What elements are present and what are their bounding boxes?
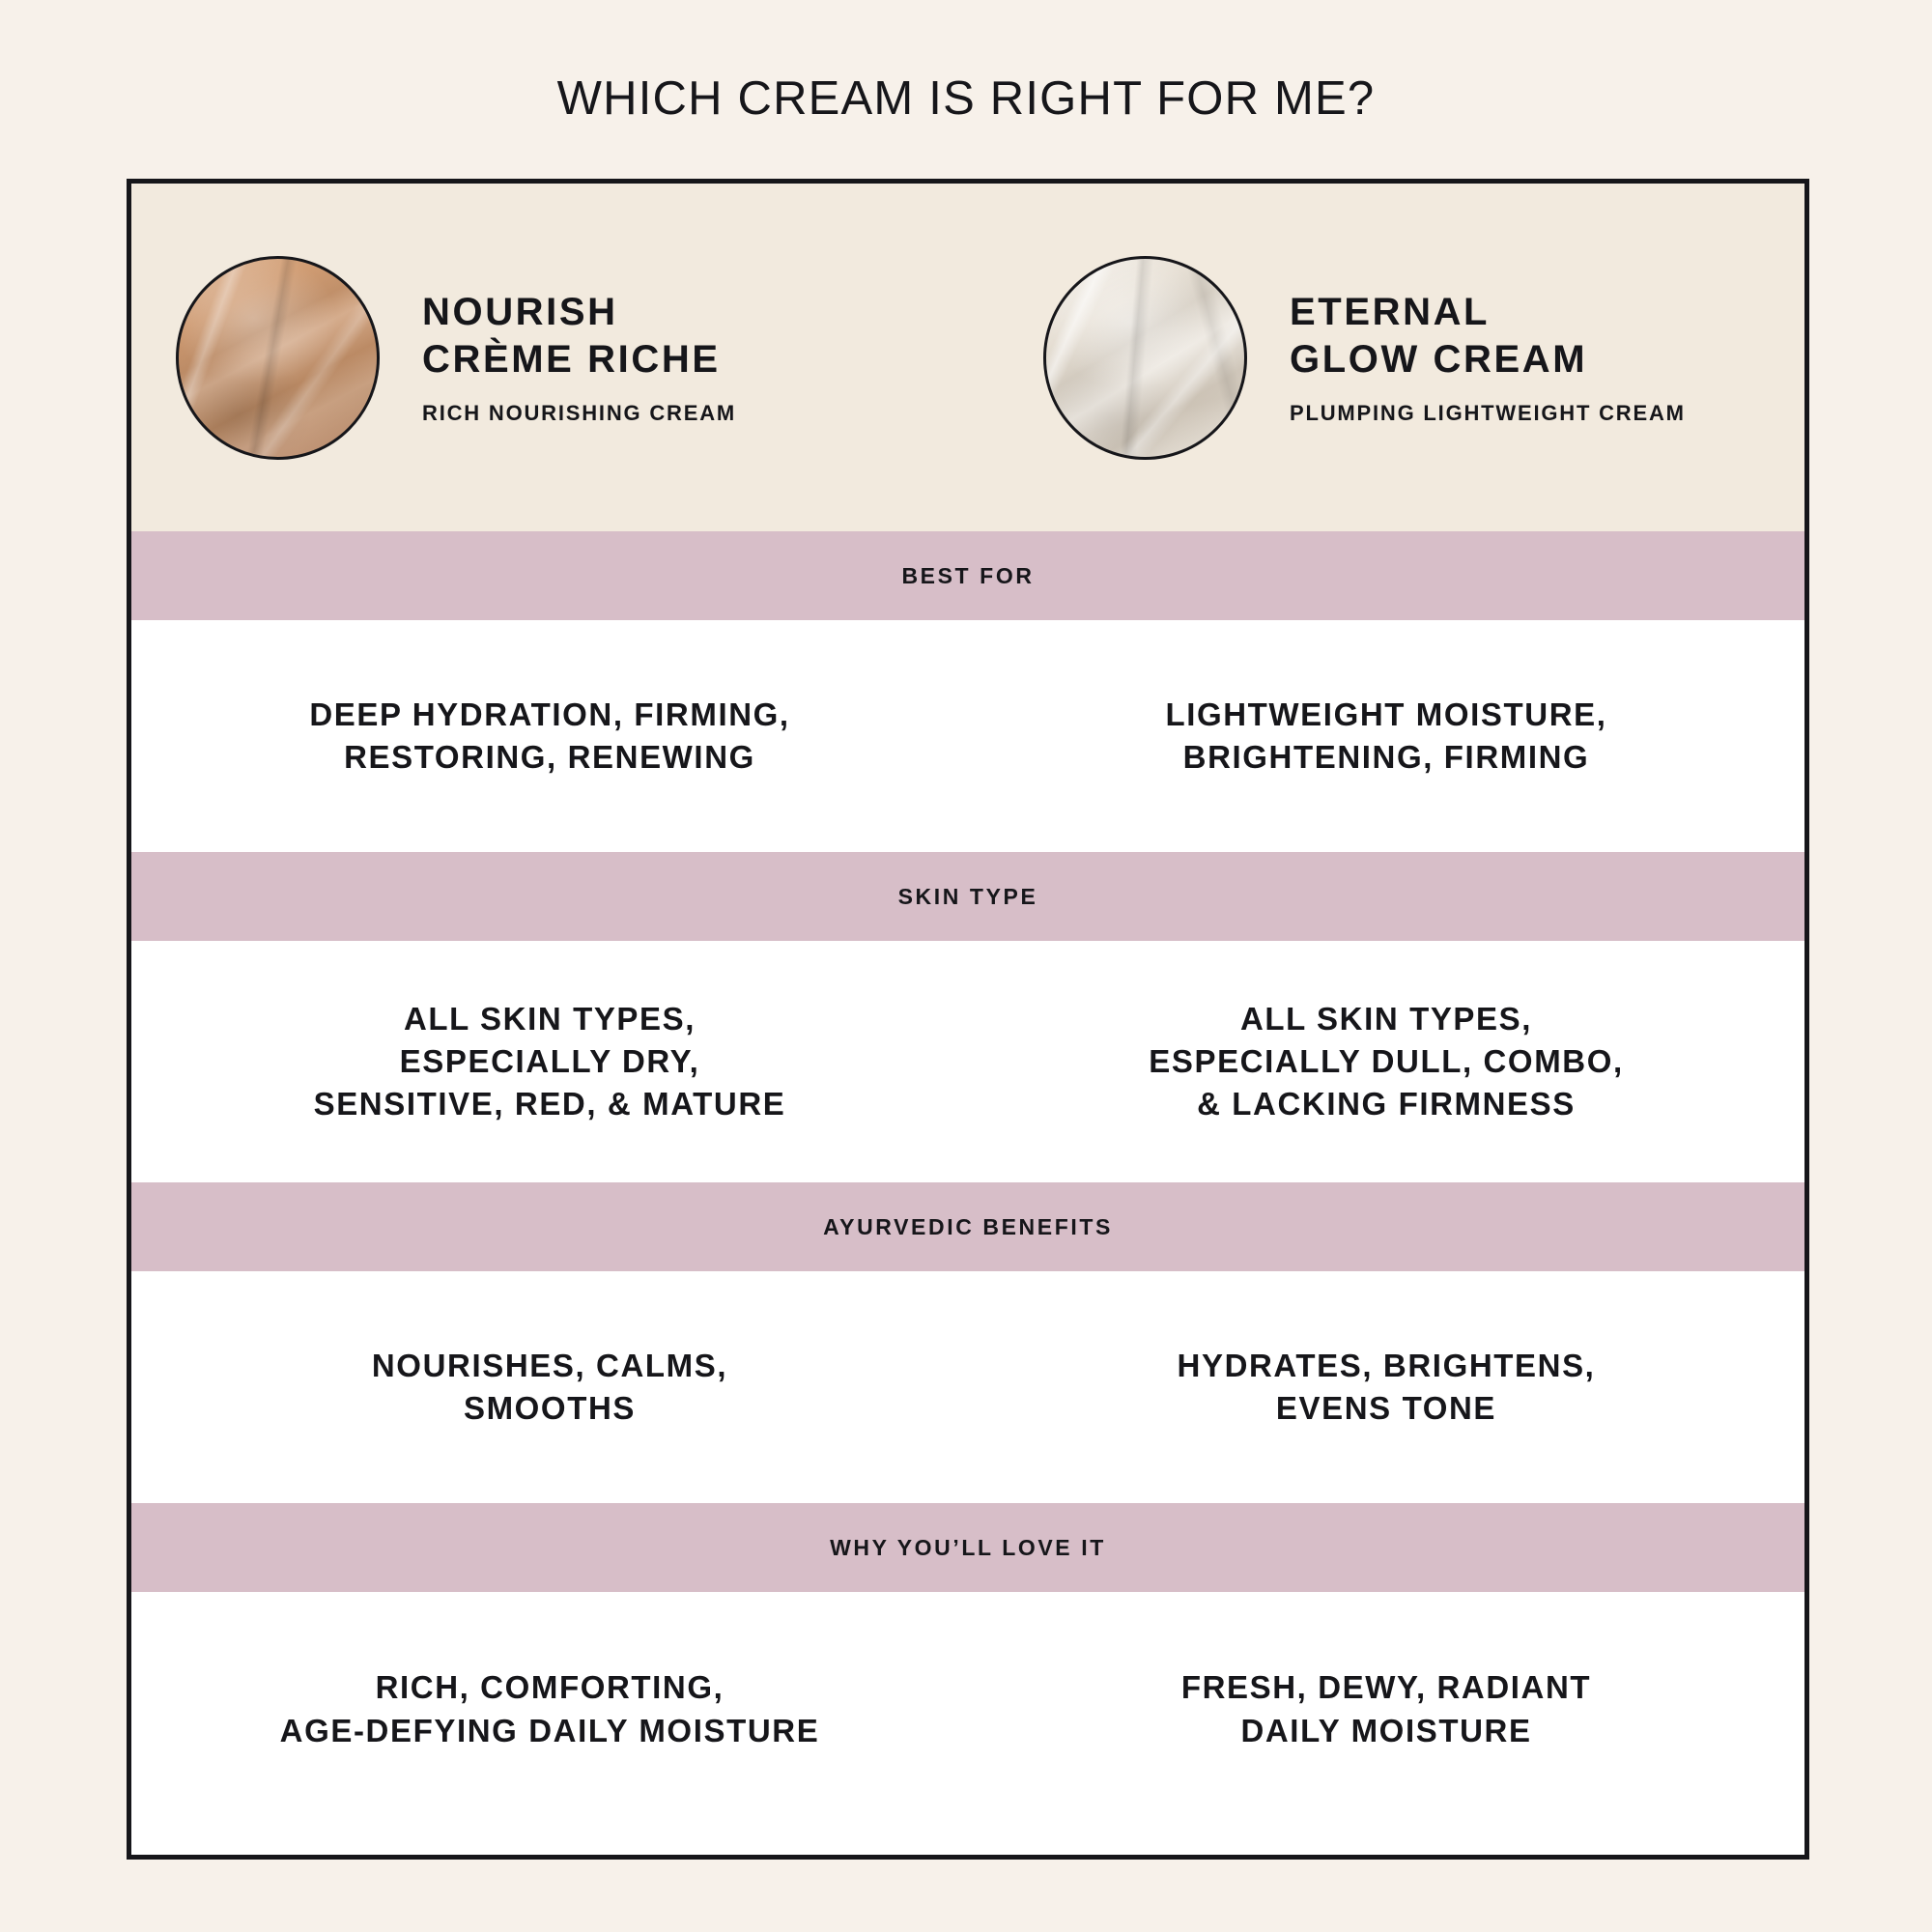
- content-text: ALL SKIN TYPES, ESPECIALLY DRY, SENSITIV…: [314, 998, 786, 1126]
- section-band-skin-type: SKIN TYPE: [131, 852, 1804, 941]
- content-line: RESTORING, RENEWING: [344, 739, 755, 775]
- product-cell-nourish: NOURISH CRÈME RICHE RICH NOURISHING CREA…: [131, 255, 968, 460]
- section-label: SKIN TYPE: [897, 883, 1038, 909]
- content-text: RICH, COMFORTING, AGE-DEFYING DAILY MOIS…: [280, 1666, 820, 1751]
- content-cell-nourish: RICH, COMFORTING, AGE-DEFYING DAILY MOIS…: [131, 1592, 968, 1827]
- content-text: LIGHTWEIGHT MOISTURE, BRIGHTENING, FIRMI…: [1165, 694, 1606, 779]
- section-label: AYURVEDIC BENEFITS: [823, 1213, 1113, 1239]
- content-line: SENSITIVE, RED, & MATURE: [313, 1086, 786, 1122]
- content-line: ALL SKIN TYPES,: [1239, 1000, 1533, 1037]
- content-text: HYDRATES, BRIGHTENS, EVENS TONE: [1178, 1345, 1596, 1430]
- product-subtitle: RICH NOURISHING CREAM: [422, 401, 737, 426]
- cream-swatch-icon: [176, 255, 380, 460]
- product-subtitle: PLUMPING LIGHTWEIGHT CREAM: [1290, 401, 1686, 426]
- section-band-ayurvedic-benefits: AYURVEDIC BENEFITS: [131, 1182, 1804, 1271]
- product-header-row: NOURISH CRÈME RICHE RICH NOURISHING CREA…: [131, 184, 1804, 531]
- section-row-why-youll-love-it: RICH, COMFORTING, AGE-DEFYING DAILY MOIS…: [131, 1592, 1804, 1827]
- product-title-block: NOURISH CRÈME RICHE RICH NOURISHING CREA…: [422, 289, 736, 427]
- content-cell-nourish: NOURISHES, CALMS, SMOOTHS: [131, 1271, 968, 1503]
- content-cell-eternal: LIGHTWEIGHT MOISTURE, BRIGHTENING, FIRMI…: [968, 620, 1804, 852]
- comparison-table: NOURISH CRÈME RICHE RICH NOURISHING CREA…: [127, 179, 1809, 1860]
- page-title: WHICH CREAM IS RIGHT FOR ME?: [556, 72, 1376, 125]
- section-row-ayurvedic-benefits: NOURISHES, CALMS, SMOOTHS HYDRATES, BRIG…: [131, 1271, 1804, 1503]
- section-row-best-for: DEEP HYDRATION, FIRMING, RESTORING, RENE…: [131, 620, 1804, 852]
- product-title-block: ETERNAL GLOW CREAM PLUMPING LIGHTWEIGHT …: [1290, 289, 1686, 427]
- product-name-line1: ETERNAL: [1290, 290, 1491, 333]
- content-cell-eternal: HYDRATES, BRIGHTENS, EVENS TONE: [968, 1271, 1804, 1503]
- content-line: LIGHTWEIGHT MOISTURE,: [1165, 696, 1607, 732]
- content-line: BRIGHTENING, FIRMING: [1182, 739, 1590, 775]
- content-line: AGE-DEFYING DAILY MOISTURE: [279, 1712, 820, 1748]
- section-band-best-for: BEST FOR: [131, 531, 1804, 620]
- content-line: DEEP HYDRATION, FIRMING,: [309, 696, 790, 732]
- content-line: ESPECIALLY DRY,: [399, 1042, 700, 1079]
- content-line: FRESH, DEWY, RADIANT: [1180, 1669, 1592, 1706]
- content-line: RICH, COMFORTING,: [375, 1669, 724, 1706]
- content-text: ALL SKIN TYPES, ESPECIALLY DULL, COMBO, …: [1149, 998, 1624, 1126]
- content-text: NOURISHES, CALMS, SMOOTHS: [372, 1345, 727, 1430]
- content-line: DAILY MOISTURE: [1240, 1712, 1532, 1748]
- content-line: SMOOTHS: [463, 1390, 637, 1426]
- product-name-line2: CRÈME RICHE: [422, 337, 721, 381]
- product-name-line2: GLOW CREAM: [1290, 337, 1588, 381]
- cream-swatch-icon: [1043, 255, 1247, 460]
- content-cell-nourish: ALL SKIN TYPES, ESPECIALLY DRY, SENSITIV…: [131, 941, 968, 1182]
- product-cell-eternal: ETERNAL GLOW CREAM PLUMPING LIGHTWEIGHT …: [968, 255, 1804, 460]
- product-name-line1: NOURISH: [422, 290, 618, 333]
- content-line: HYDRATES, BRIGHTENS,: [1177, 1347, 1596, 1383]
- content-cell-eternal: ALL SKIN TYPES, ESPECIALLY DULL, COMBO, …: [968, 941, 1804, 1182]
- section-label: BEST FOR: [901, 562, 1035, 588]
- content-text: FRESH, DEWY, RADIANT DAILY MOISTURE: [1181, 1666, 1591, 1751]
- content-cell-eternal: FRESH, DEWY, RADIANT DAILY MOISTURE: [968, 1592, 1804, 1827]
- content-cell-nourish: DEEP HYDRATION, FIRMING, RESTORING, RENE…: [131, 620, 968, 852]
- content-line: EVENS TONE: [1275, 1390, 1497, 1426]
- content-text: DEEP HYDRATION, FIRMING, RESTORING, RENE…: [309, 694, 789, 779]
- content-line: ALL SKIN TYPES,: [403, 1000, 696, 1037]
- content-line: ESPECIALLY DULL, COMBO,: [1149, 1042, 1624, 1079]
- section-row-skin-type: ALL SKIN TYPES, ESPECIALLY DRY, SENSITIV…: [131, 941, 1804, 1182]
- content-line: & LACKING FIRMNESS: [1197, 1086, 1576, 1122]
- content-line: NOURISHES, CALMS,: [371, 1347, 728, 1383]
- section-label: WHY YOU’LL LOVE IT: [830, 1534, 1106, 1560]
- section-band-why-youll-love-it: WHY YOU’LL LOVE IT: [131, 1503, 1804, 1592]
